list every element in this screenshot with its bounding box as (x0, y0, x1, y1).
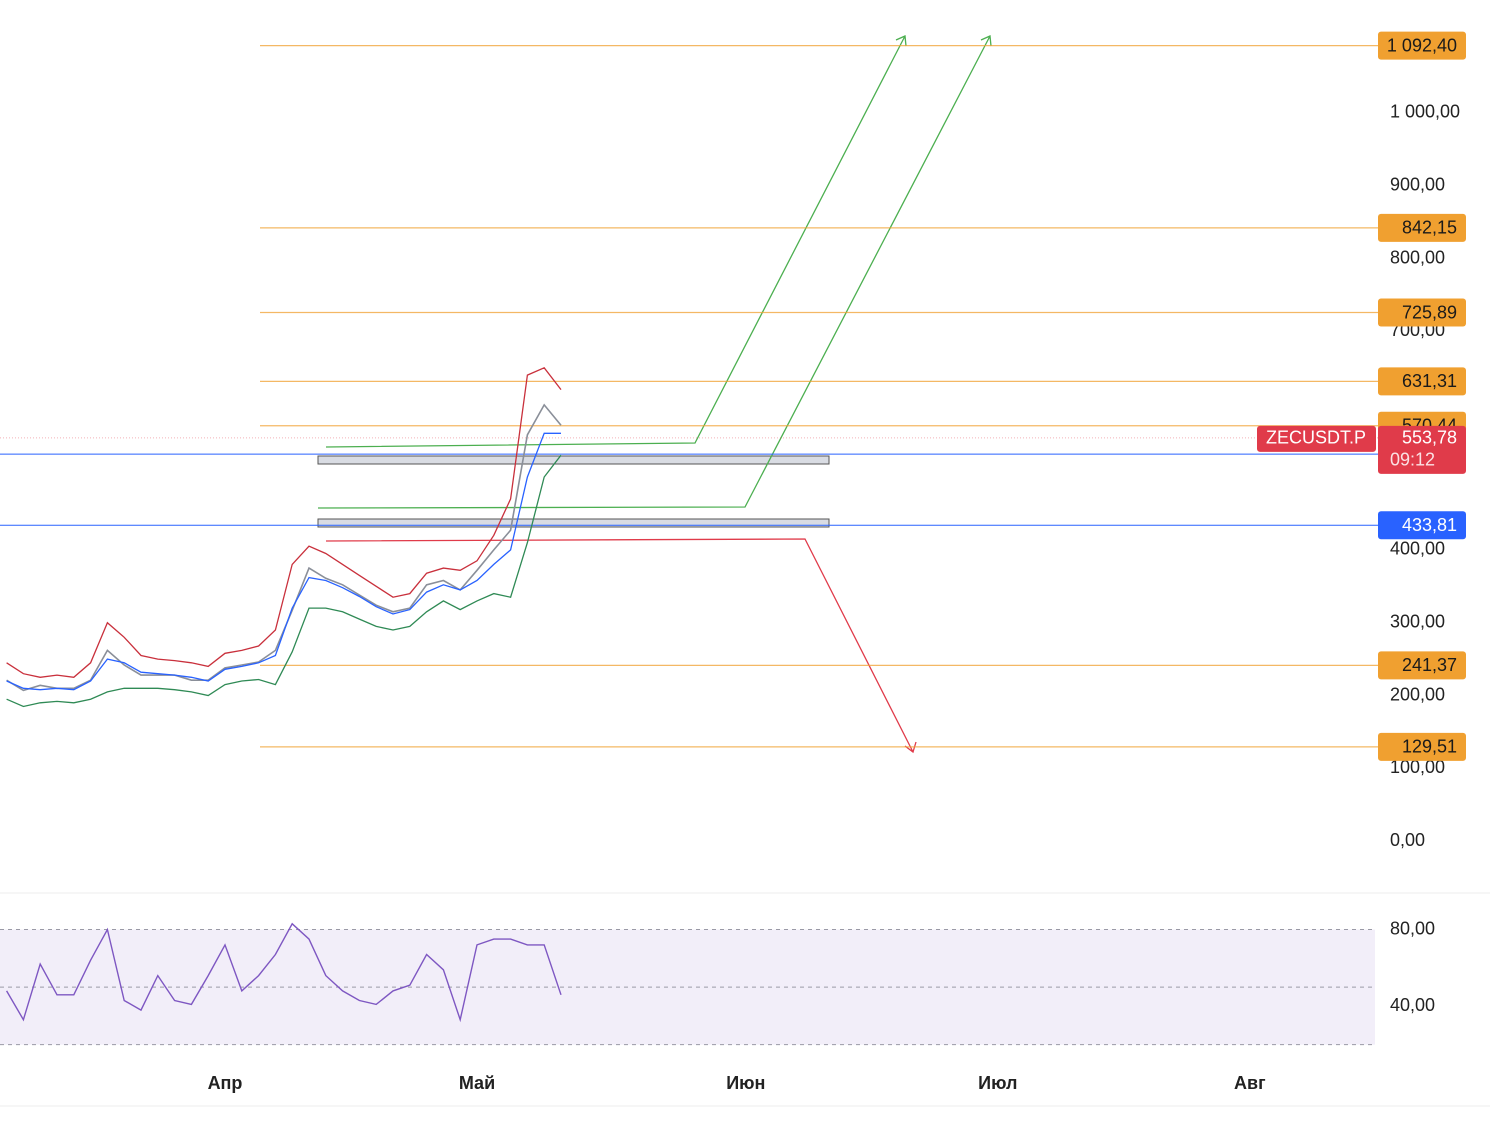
series-line (6, 454, 562, 708)
y-tick-label: 400,00 (1390, 539, 1445, 559)
arrow (317, 35, 992, 509)
y-tick-label: 0,00 (1390, 830, 1425, 850)
blue-label: 433,81 (1402, 515, 1457, 535)
rsi-line (5, 922, 562, 1023)
y-tick-label: 200,00 (1390, 684, 1445, 704)
x-tick-label: Июн (726, 1073, 765, 1093)
x-tick-label: Май (459, 1073, 495, 1093)
y-tick-label: 1 000,00 (1390, 102, 1460, 122)
x-tick-label: Апр (208, 1073, 243, 1093)
series-line (6, 432, 561, 691)
y-tick-label: 40,00 (1390, 995, 1435, 1015)
level-label: 1 092,40 (1387, 35, 1457, 55)
zones (317, 455, 830, 528)
series-line (6, 367, 562, 678)
y-tick-label: 100,00 (1390, 757, 1445, 777)
level-label: 241,37 (1402, 655, 1457, 675)
x-tick-label: Авг (1234, 1073, 1266, 1093)
level-label-box (1378, 732, 1466, 761)
y-tick-label: 800,00 (1390, 247, 1445, 267)
level-label-box (1378, 651, 1466, 680)
symbol-box (1257, 425, 1376, 452)
last-price-label: 553,78 (1402, 428, 1457, 448)
level-label-box (1378, 31, 1466, 60)
arrows (317, 35, 992, 754)
level-label: 129,51 (1402, 737, 1457, 757)
zone (317, 518, 830, 528)
y-tick-label: 900,00 (1390, 174, 1445, 194)
arrow (325, 538, 917, 754)
blue-label-box (1378, 511, 1466, 540)
level-label-box (1378, 367, 1466, 396)
y-tick-label: 300,00 (1390, 611, 1445, 631)
zone (317, 455, 830, 465)
arrow (325, 35, 907, 448)
level-label: 842,15 (1402, 218, 1457, 238)
last-price-box (1378, 425, 1466, 474)
symbol-label: ZECUSDT.P (1266, 428, 1366, 448)
level-label-box (1378, 298, 1466, 327)
level-label: 631,31 (1402, 371, 1457, 391)
countdown-label: 09:12 (1390, 450, 1435, 470)
y-tick-label: 80,00 (1390, 918, 1435, 938)
level-label-box (1378, 213, 1466, 242)
x-tick-label: Июл (978, 1073, 1017, 1093)
level-label: 725,89 (1402, 302, 1457, 322)
